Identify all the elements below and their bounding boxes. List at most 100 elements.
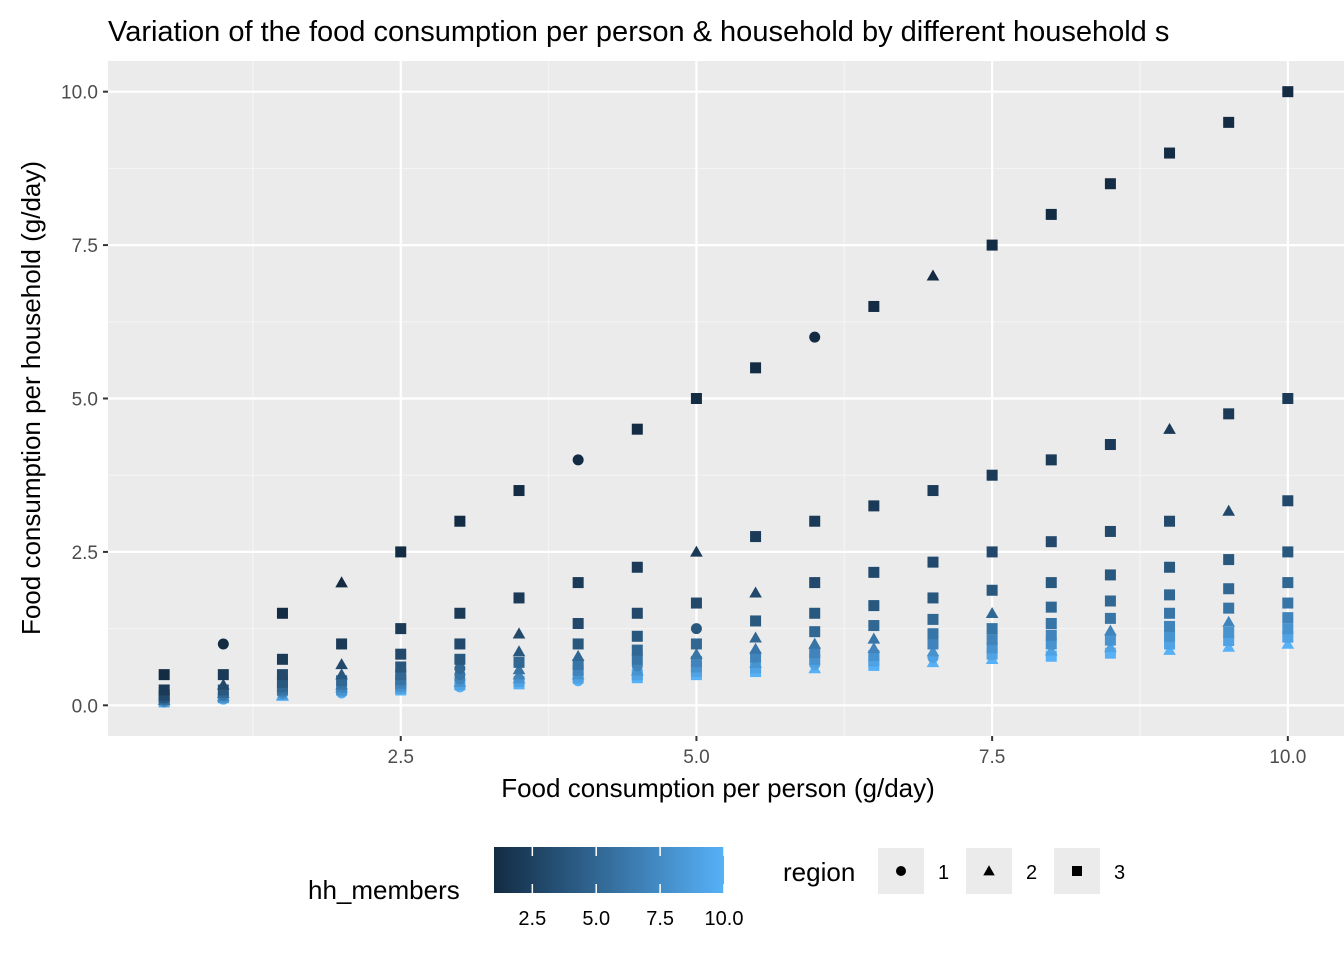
data-point xyxy=(986,623,998,635)
colorbar-tick-label: 10.0 xyxy=(705,908,744,930)
y-tick-label: 0.0 xyxy=(72,696,98,717)
data-point xyxy=(572,454,584,466)
data-point xyxy=(1045,536,1057,548)
data-point xyxy=(690,638,702,650)
data-point xyxy=(690,597,702,609)
color-legend-title: hh_members xyxy=(308,875,460,905)
data-point xyxy=(1045,601,1057,613)
legend-square-icon xyxy=(1072,866,1082,876)
data-point xyxy=(513,485,525,497)
data-point xyxy=(927,638,939,650)
data-point xyxy=(158,669,170,681)
data-point xyxy=(867,632,881,644)
data-point xyxy=(1164,630,1176,642)
data-point xyxy=(985,606,999,619)
data-point xyxy=(1223,116,1235,128)
shape-legend: region 1 2 3 xyxy=(783,848,1125,894)
data-point xyxy=(395,546,407,558)
data-point xyxy=(631,561,643,573)
data-point xyxy=(1282,623,1294,635)
data-point xyxy=(1104,569,1116,581)
data-point xyxy=(276,653,288,665)
data-point xyxy=(572,638,584,650)
data-point xyxy=(690,655,702,667)
data-point xyxy=(868,300,880,312)
data-point xyxy=(809,626,821,638)
data-point xyxy=(749,642,762,654)
data-point xyxy=(1104,634,1116,646)
data-point xyxy=(1104,612,1116,624)
data-point xyxy=(986,584,998,596)
data-point xyxy=(217,669,229,681)
data-point xyxy=(572,664,584,676)
data-point xyxy=(986,239,998,251)
data-point xyxy=(1164,638,1176,650)
data-point xyxy=(1104,595,1116,607)
legend-label: 1 xyxy=(938,862,949,884)
data-point xyxy=(986,648,998,660)
data-point xyxy=(868,500,880,512)
x-tick-label: 10.0 xyxy=(1269,747,1306,768)
data-point xyxy=(868,649,880,661)
y-tick-label: 10.0 xyxy=(61,83,98,104)
data-point xyxy=(1104,641,1117,653)
colorbar-tick-label: 5.0 xyxy=(582,908,610,930)
data-point xyxy=(631,653,643,665)
data-point xyxy=(1282,597,1294,609)
data-point xyxy=(750,531,762,543)
data-point xyxy=(217,684,229,696)
data-point xyxy=(1282,393,1294,404)
data-point xyxy=(986,642,998,654)
shape-legend-items: 1 2 3 xyxy=(878,848,1125,894)
colorbar xyxy=(494,847,724,893)
data-point xyxy=(1223,583,1235,595)
data-point xyxy=(336,675,348,687)
data-point xyxy=(1282,86,1294,98)
data-point xyxy=(1045,208,1057,220)
data-point xyxy=(749,586,762,598)
y-tick-label: 7.5 xyxy=(72,236,98,257)
data-point xyxy=(868,655,880,667)
data-point xyxy=(1223,408,1235,420)
data-point xyxy=(1222,615,1236,627)
data-point xyxy=(1223,626,1235,638)
data-point xyxy=(572,618,584,629)
data-point xyxy=(1223,602,1235,614)
data-point xyxy=(454,638,466,650)
data-point xyxy=(868,600,880,612)
data-point xyxy=(690,545,703,557)
data-point xyxy=(572,577,584,589)
data-point xyxy=(1164,147,1176,159)
data-point xyxy=(572,658,584,670)
data-point xyxy=(690,647,703,659)
data-point xyxy=(512,627,526,639)
data-point xyxy=(1163,422,1176,434)
data-point xyxy=(986,546,998,558)
colorbar-tick-label: 7.5 xyxy=(646,908,674,930)
y-tick-label: 2.5 xyxy=(72,543,98,564)
data-point xyxy=(513,592,525,604)
y-axis-title: Food consumption per household (g/day) xyxy=(16,161,46,635)
data-point xyxy=(927,556,939,568)
data-points xyxy=(157,86,1295,708)
data-point xyxy=(512,663,526,675)
data-point xyxy=(927,592,939,604)
legend-label: 2 xyxy=(1026,862,1037,884)
data-point xyxy=(867,642,881,654)
data-point xyxy=(216,678,230,690)
data-point xyxy=(571,649,585,661)
data-point xyxy=(1164,561,1176,573)
data-point xyxy=(631,607,643,619)
data-point xyxy=(1164,607,1176,619)
data-point xyxy=(158,684,170,696)
data-point xyxy=(395,669,407,681)
data-point xyxy=(1223,554,1235,566)
data-point xyxy=(986,469,998,481)
data-point xyxy=(926,645,940,657)
data-point xyxy=(454,607,466,619)
data-point xyxy=(395,661,407,673)
data-point xyxy=(809,607,821,619)
data-point xyxy=(1045,629,1057,641)
data-point xyxy=(808,637,822,649)
